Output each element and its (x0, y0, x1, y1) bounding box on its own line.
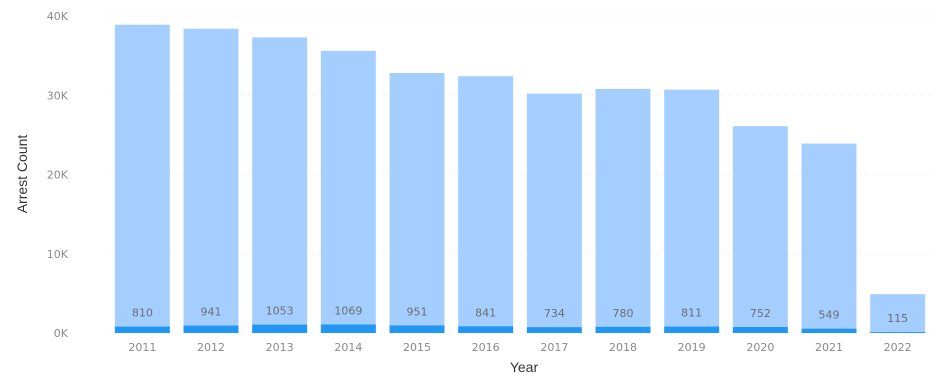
data-label-2019: 811 (681, 307, 702, 320)
data-label-2011: 810 (132, 307, 153, 320)
bar-sub-2019 (664, 326, 720, 333)
bar-total-2012 (183, 28, 239, 334)
bar-sub-2018 (595, 326, 651, 333)
bar-sub-2017 (526, 327, 582, 333)
data-label-2020: 752 (750, 307, 771, 320)
bar-sub-2011 (114, 326, 170, 333)
data-label-2015: 951 (407, 305, 428, 318)
x-tick-label: 2014 (334, 341, 362, 354)
x-tick-label: 2018 (609, 341, 637, 354)
bar-total-2016 (458, 76, 514, 333)
x-tick-label: 2011 (128, 341, 156, 354)
y-axis-title: Arrest Count (14, 135, 30, 214)
bar-total-2020 (732, 126, 788, 333)
bar-sub-2014 (320, 324, 376, 333)
y-tick-label: 30K (47, 89, 69, 102)
data-label-2016: 841 (475, 306, 496, 319)
x-tick-label: 2021 (815, 341, 843, 354)
gridlines (108, 15, 932, 334)
y-tick-label: 20K (47, 169, 69, 182)
x-tick-label: 2017 (540, 341, 568, 354)
bar-sub-2021 (801, 328, 857, 333)
x-axis-title: Year (510, 359, 539, 375)
x-tick-label: 2012 (197, 341, 225, 354)
x-tick-label: 2020 (746, 341, 774, 354)
bar-sub-2015 (389, 325, 445, 333)
bar-sub-2022 (870, 332, 926, 333)
x-axis-ticks: 2011 2012 2013 2014 2015 2016 2017 2018 2019 2020… (128, 341, 911, 354)
data-label-2012: 941 (201, 306, 222, 319)
x-tick-label: 2015 (403, 341, 431, 354)
bar-total-2017 (526, 93, 582, 333)
data-label-2021: 549 (819, 309, 840, 322)
x-tick-label: 2019 (678, 341, 706, 354)
bar-total-2014 (320, 50, 376, 334)
x-tick-label: 2022 (884, 341, 912, 354)
bar-total-2018 (595, 88, 651, 333)
x-tick-label: 2016 (472, 341, 500, 354)
data-label-2022: 115 (887, 312, 908, 325)
y-tick-label: 40K (47, 10, 69, 23)
bar-total-2019 (664, 89, 720, 333)
data-label-2014: 1069 (334, 305, 362, 318)
bar-sub-2020 (732, 327, 788, 333)
y-tick-label: 10K (47, 248, 69, 261)
data-label-2017: 734 (544, 307, 565, 320)
bar-sub-2012 (183, 325, 239, 333)
y-tick-label: 0K (54, 327, 69, 340)
bars: 810 941 1053 1069 951 841 734 780 811 752 549 115 (114, 24, 926, 334)
bar-sub-2013 (252, 324, 308, 333)
bar-total-2022 (870, 294, 926, 333)
bar-total-2015 (389, 73, 445, 333)
bar-total-2021 (801, 143, 857, 333)
bar-total-2011 (114, 24, 170, 334)
data-label-2013: 1053 (266, 305, 294, 318)
data-label-2018: 780 (613, 307, 634, 320)
bar-total-2013 (252, 37, 308, 334)
bar-sub-2016 (458, 326, 514, 333)
x-tick-label: 2013 (266, 341, 294, 354)
y-axis-ticks: 0K 10K 20K 30K 40K (47, 10, 69, 340)
